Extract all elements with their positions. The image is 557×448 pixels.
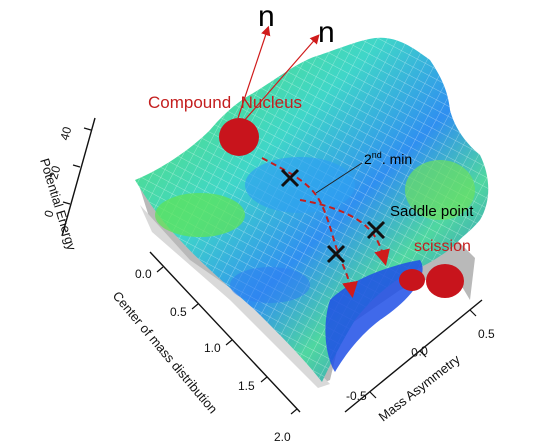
x-axis-line <box>344 299 483 413</box>
fission-path-branch <box>299 199 390 266</box>
x-axis-ticks <box>369 309 477 399</box>
scission-label: scission <box>414 238 471 255</box>
fission-fragment-2 <box>426 264 464 298</box>
surface-base-floor <box>140 205 330 388</box>
y-tick-label: 1.0 <box>204 341 221 355</box>
y-tick-label: 0.0 <box>135 267 152 281</box>
surface-valley-blue <box>245 157 355 213</box>
second-min-marker <box>280 168 300 188</box>
y-tick-label: 0.5 <box>170 305 187 319</box>
z-tick-label: 40 <box>57 125 74 142</box>
z-tick-label: 20 <box>46 164 63 181</box>
z-tick-label: 0 <box>41 208 56 218</box>
y-axis-line <box>149 251 301 413</box>
neutron-arrow-1 <box>237 25 271 119</box>
z-axis-line <box>61 117 96 237</box>
saddle-point-label: Saddle point <box>390 203 474 220</box>
fission-fragment-1 <box>399 269 425 291</box>
x-tick-label: 0.5 <box>478 327 495 341</box>
surface-valley-blue-left <box>230 267 310 303</box>
y-axis-ticks <box>156 266 298 415</box>
x-axis-title: Mass Asymmetry <box>376 351 464 424</box>
neutron-label-1: n <box>258 0 275 33</box>
y-tick-label: 2.0 <box>274 430 291 444</box>
y-tick-label: 1.5 <box>238 379 255 393</box>
neutron-arrow-2 <box>242 34 320 123</box>
surface-hill-green <box>155 193 245 237</box>
z-axis-ticks <box>62 127 92 205</box>
compound-nucleus-label: Compound Nucleus <box>148 93 302 112</box>
second-min-label: 2nd. min <box>364 150 412 167</box>
x-tick-label: 0.0 <box>410 343 429 360</box>
compound-nucleus-blob <box>219 118 259 156</box>
second-min-leader-line <box>315 162 363 194</box>
neutron-label-2: n <box>318 16 335 49</box>
x-tick-label: -0.5 <box>346 389 367 403</box>
saddle-point-marker-2 <box>326 244 346 264</box>
surface-hill-green-right <box>405 160 475 220</box>
saddle-point-marker-1 <box>366 220 386 240</box>
